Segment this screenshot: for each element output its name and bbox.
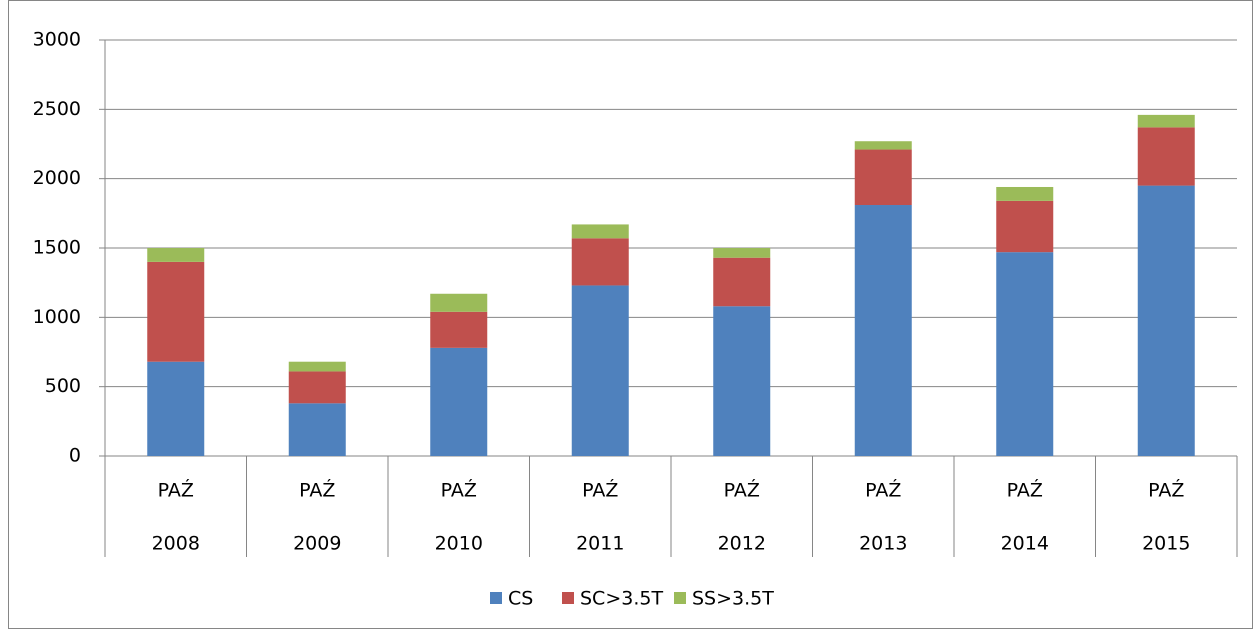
bar-segment — [1137, 114, 1195, 128]
y-tick-label: 2000 — [33, 167, 81, 189]
legend-label: CS — [508, 588, 533, 610]
bar-segment — [854, 205, 912, 456]
bar-segment — [571, 224, 629, 239]
y-tick-label: 2500 — [33, 98, 81, 120]
x-tick-label: PAŹ — [1007, 479, 1043, 502]
x-tick-label: 2014 — [1001, 533, 1049, 555]
y-tick-label: 0 — [69, 445, 81, 467]
x-tick-label: 2010 — [435, 533, 483, 555]
bar-segment — [713, 248, 771, 258]
x-tick-label: 2012 — [718, 533, 766, 555]
legend-swatch — [674, 592, 686, 604]
bar-segment — [288, 361, 346, 372]
x-tick-label: 2015 — [1142, 533, 1190, 555]
bar-segment — [430, 293, 488, 312]
bar-segment — [713, 257, 771, 307]
x-tick-label: PAŹ — [158, 479, 194, 502]
x-tick-label: 2009 — [293, 533, 341, 555]
bar-segment — [288, 371, 346, 404]
x-tick-label: PAŹ — [441, 479, 477, 502]
y-tick-label: 1000 — [33, 306, 81, 328]
bar-segment — [430, 347, 488, 456]
legend-swatch — [490, 592, 502, 604]
bar-segment — [571, 238, 629, 286]
x-tick-label: PAŹ — [865, 479, 901, 502]
x-tick-label: 2008 — [152, 533, 200, 555]
bar-segment — [288, 403, 346, 456]
bar-segment — [147, 261, 205, 362]
x-tick-label: PAŹ — [724, 479, 760, 502]
y-tick-label: 3000 — [33, 29, 81, 51]
bar-segment — [854, 149, 912, 206]
x-tick-label: PAŹ — [1148, 479, 1184, 502]
legend-label: SC>3.5T — [580, 588, 663, 610]
x-tick-label: 2011 — [576, 533, 624, 555]
bar-segment — [1137, 127, 1195, 186]
bar-segment — [571, 285, 629, 456]
legend-swatch — [562, 592, 574, 604]
bar-segment — [713, 306, 771, 456]
bar-segment — [996, 200, 1054, 253]
bar-segment — [854, 141, 912, 150]
bar-segment — [996, 252, 1054, 456]
bar-segment — [1137, 185, 1195, 456]
bar-segment — [996, 186, 1054, 201]
bar-segment — [430, 311, 488, 348]
y-tick-label: 500 — [45, 375, 81, 397]
x-tick-label: PAŹ — [299, 479, 335, 502]
bar-segment — [147, 248, 205, 262]
x-tick-label: 2013 — [859, 533, 907, 555]
y-tick-label: 1500 — [33, 237, 81, 259]
legend-label: SS>3.5T — [692, 588, 774, 610]
x-tick-label: PAŹ — [582, 479, 618, 502]
bar-segment — [147, 361, 205, 456]
